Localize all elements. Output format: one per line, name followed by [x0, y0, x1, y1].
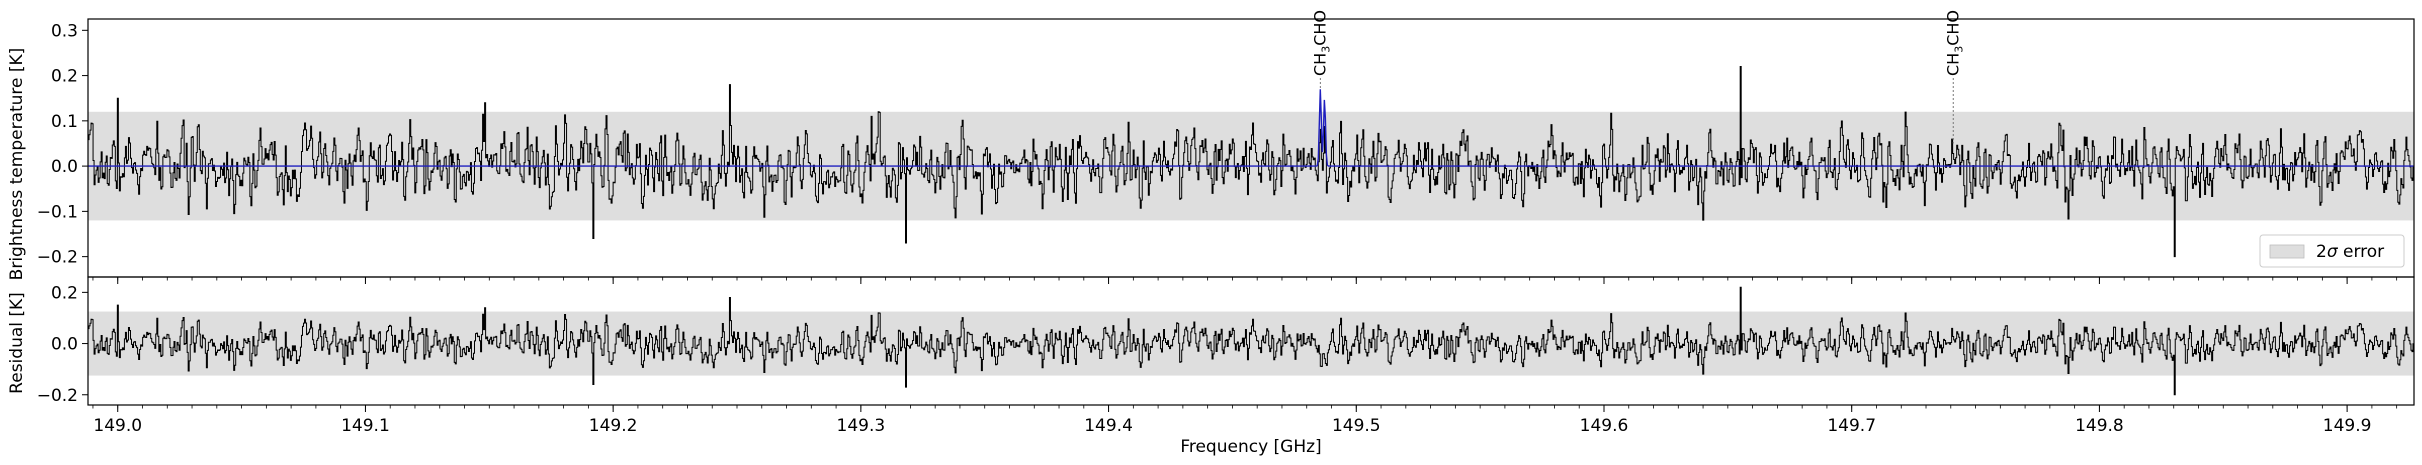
y-tick-label: 0.1: [51, 112, 78, 132]
residual-line: [88, 286, 2415, 396]
y-tick-label: 0.0: [51, 335, 78, 355]
observed-spectrum-line: [88, 66, 2415, 258]
x-tick-label: 149.2: [589, 416, 638, 436]
annotation-label: CH3CHO: [1943, 10, 1965, 76]
y-tick-label: 0.2: [51, 283, 78, 303]
model-spectrum-line: [88, 89, 2414, 167]
x-tick-label: 149.8: [2075, 416, 2124, 436]
x-tick-label: 149.9: [2323, 416, 2372, 436]
legend-label-prefix: 2: [2316, 242, 2327, 262]
x-tick-label: 149.4: [1084, 416, 1133, 436]
bottom-y-ticks: −0.2 0.0 0.2: [37, 283, 88, 406]
legend: 2σ error: [2259, 234, 2405, 268]
bottom-axes-frame: [87, 276, 2415, 406]
bottom-error-band: [88, 311, 2414, 376]
x-tick-label: 149.3: [837, 416, 886, 436]
top-y-ticks: −0.2 −0.1 0.0 0.1 0.2 0.3: [37, 21, 88, 268]
legend-swatch: [2269, 244, 2305, 259]
x-axis-label: Frequency [GHz]: [1180, 437, 1321, 457]
legend-label-suffix: error: [2338, 242, 2385, 262]
x-tick-label: 149.6: [1580, 416, 1629, 436]
y-tick-label: 0.0: [51, 157, 78, 177]
legend-label: 2σ error: [2316, 242, 2384, 262]
x-tick-label: 149.7: [1827, 416, 1876, 436]
legend-label-symbol: σ: [2327, 242, 2339, 262]
y-tick-label: −0.2: [37, 248, 78, 268]
y-tick-label: 0.2: [51, 67, 78, 87]
x-tick-label: 149.0: [93, 416, 142, 436]
top-y-axis-label: Brightness temperature [K]: [7, 48, 27, 281]
top-x-ticks: [92, 277, 2398, 284]
bottom-panel: −0.20.00.2 149.0 149.1 149.2 149.3 149.4 149.…: [7, 276, 2415, 457]
y-tick-label: −0.2: [37, 386, 78, 406]
annotation-label: CH3CHO: [1310, 10, 1332, 76]
bottom-x-ticks: 149.0 149.1 149.2 149.3 149.4 149.5 149.6 149.7…: [92, 405, 2398, 436]
x-tick-label: 149.1: [341, 416, 390, 436]
x-tick-label: 149.5: [1332, 416, 1381, 436]
top-panel: CH3CHO CH3CHO −0.2 −0.1 0.0 0.1 0.2 0.3 Bright…: [7, 10, 2415, 284]
y-tick-label: −0.1: [37, 202, 78, 222]
bottom-y-axis-label: Residual [K]: [7, 292, 27, 394]
y-tick-label: 0.3: [51, 21, 78, 41]
legend-box: [2259, 234, 2405, 268]
